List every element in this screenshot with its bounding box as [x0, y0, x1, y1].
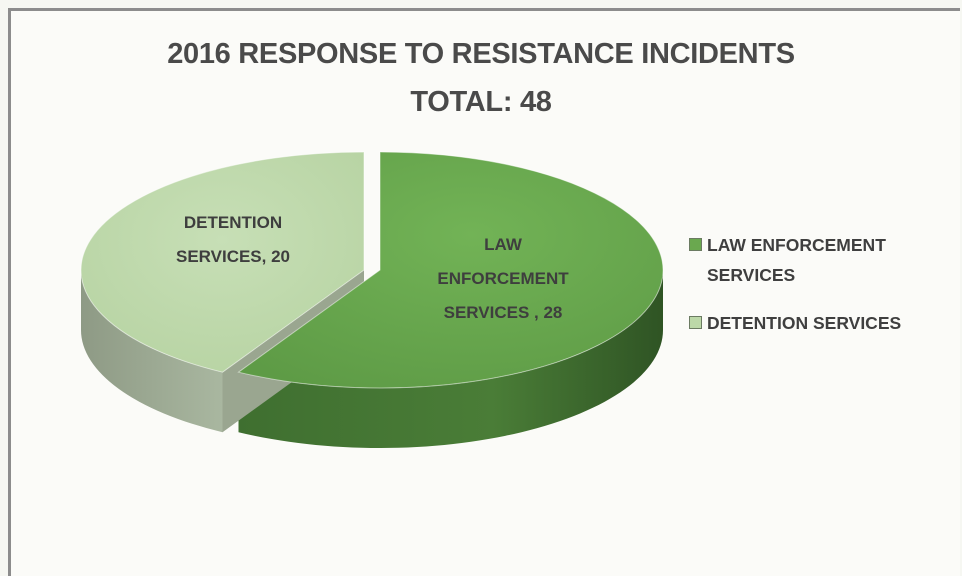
- pie-data-label-0: LAW ENFORCEMENT SERVICES , 28: [437, 235, 569, 322]
- legend-label-detention: DETENTION SERVICES: [707, 313, 902, 333]
- pie-data-label-1: DETENTION SERVICES, 20: [176, 213, 290, 266]
- legend-swatch-detention: [689, 316, 702, 329]
- pie-data-label-0-line-0: LAW: [484, 235, 523, 254]
- pie-data-label-1-line-1: SERVICES, 20: [176, 247, 290, 266]
- pie-side-1: [81, 270, 223, 433]
- chart-legend: LAW ENFORCEMENT SERVICES DETENTION SERVI…: [689, 230, 959, 356]
- pie-data-label-0-line-2: SERVICES , 28: [444, 303, 563, 322]
- pie-slice-1: [80, 151, 365, 373]
- legend-label-law-enforcement: LAW ENFORCEMENT SERVICES: [707, 235, 886, 285]
- pie-data-label-1-line-0: DETENTION: [184, 213, 282, 232]
- chart-title: 2016 RESPONSE TO RESISTANCE INCIDENTS: [167, 38, 795, 70]
- legend-swatch-law-enforcement: [689, 238, 702, 251]
- legend-item-law-enforcement: LAW ENFORCEMENT SERVICES: [689, 230, 959, 290]
- chart-subtitle: TOTAL: 48: [410, 86, 552, 118]
- pie-data-label-0-line-1: ENFORCEMENT: [437, 269, 569, 288]
- pie-slice-0: [237, 151, 664, 389]
- legend-item-detention: DETENTION SERVICES: [689, 308, 959, 338]
- pie-side-0: [238, 270, 663, 448]
